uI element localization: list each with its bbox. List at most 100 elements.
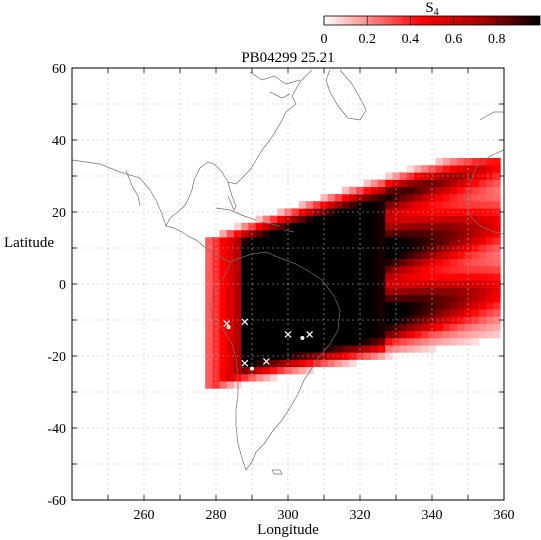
heat-cell: [313, 359, 321, 368]
heat-cell: [327, 359, 336, 368]
heat-cell: [442, 323, 451, 332]
heat-cell: [320, 287, 328, 296]
heat-cell: [356, 338, 364, 346]
heat-cell: [450, 186, 458, 195]
heat-cell: [493, 273, 501, 281]
heat-cell: [486, 230, 494, 238]
heat-cell: [255, 215, 264, 224]
heat-cell: [327, 215, 336, 224]
heat-cell: [435, 309, 444, 317]
heat-cell: [306, 266, 314, 274]
heat-cell: [212, 309, 220, 317]
heat-cell: [320, 309, 328, 317]
heat-cell: [313, 316, 321, 324]
heat-cell: [406, 165, 415, 173]
heat-cell: [406, 258, 415, 267]
heat-cell: [478, 309, 487, 317]
heat-cell: [493, 237, 501, 245]
heat-cell: [464, 302, 472, 310]
heat-cell: [313, 287, 321, 296]
heat-cell: [435, 179, 444, 188]
heat-cell: [327, 352, 336, 360]
heat-cell: [327, 208, 336, 216]
heat-cell: [378, 287, 386, 296]
heat-cell: [219, 251, 228, 260]
heat-cell: [255, 366, 264, 375]
heat-cell: [342, 201, 350, 209]
heat-cell: [421, 273, 429, 281]
heat-cell: [486, 316, 494, 324]
heat-cell: [327, 194, 336, 202]
heat-cell: [399, 273, 408, 281]
heat-cell: [392, 287, 400, 296]
heat-cell: [421, 323, 429, 332]
heat-cell: [421, 230, 429, 238]
heat-cell: [234, 230, 242, 238]
heat-cell: [378, 222, 386, 231]
heat-cell: [298, 215, 307, 224]
heat-cell: [262, 251, 271, 260]
heat-cell: [320, 222, 328, 231]
heat-cell: [241, 345, 249, 353]
heat-cell: [284, 287, 292, 296]
heat-cell: [363, 230, 372, 238]
heat-cell: [291, 244, 300, 252]
heat-cell: [277, 352, 285, 360]
heat-cell: [277, 215, 285, 224]
heat-cell: [262, 244, 271, 252]
heat-cell: [442, 222, 451, 231]
heat-cell: [262, 222, 271, 231]
axes: 260 280 300 320 340 360 -60 -40 -20 0 20 40 60: [47, 62, 514, 523]
heat-cell: [370, 194, 379, 202]
heat-cell: [342, 280, 350, 288]
heat-cell: [226, 309, 235, 317]
heat-cell: [421, 258, 429, 267]
heat-cell: [406, 186, 415, 195]
heat-cell: [320, 323, 328, 332]
heat-cell: [414, 330, 422, 339]
heat-cell: [486, 323, 494, 332]
heat-cell: [298, 287, 307, 296]
heat-cell: [392, 172, 400, 180]
heat-cell: [370, 222, 379, 231]
heat-cell: [356, 186, 364, 195]
heat-cell: [406, 309, 415, 317]
heat-cell: [421, 294, 429, 303]
heat-cell: [406, 338, 415, 346]
heat-cell: [306, 237, 314, 245]
heat-cell: [248, 287, 256, 296]
heat-cell: [486, 302, 494, 310]
heat-cell: [486, 179, 494, 188]
heat-cell: [471, 186, 480, 195]
heat-cell: [363, 266, 372, 274]
heat-cell: [378, 251, 386, 260]
heat-cell: [349, 215, 357, 224]
colorbar-tick-label: 0.2: [358, 32, 376, 47]
heat-cell: [342, 186, 350, 195]
heat-cell: [471, 179, 480, 188]
heat-cell: [471, 323, 480, 332]
heat-cell: [457, 316, 465, 324]
heat-cell: [262, 258, 271, 267]
heat-cell: [327, 287, 336, 296]
heat-cell: [471, 158, 480, 166]
heat-cell: [205, 251, 213, 260]
heat-cell: [450, 194, 458, 202]
heat-cell: [421, 287, 429, 296]
heat-cell: [298, 302, 307, 310]
heat-cell: [486, 201, 494, 209]
heat-cell: [349, 338, 357, 346]
heat-cell: [493, 280, 501, 288]
heat-cell: [363, 222, 372, 231]
heat-cell: [428, 309, 436, 317]
heat-cell: [212, 323, 220, 332]
heat-cell: [478, 287, 487, 296]
heat-cell: [212, 316, 220, 324]
heat-cell: [392, 222, 400, 231]
heat-cell: [370, 338, 379, 346]
heat-cell: [457, 330, 465, 339]
heat-cell: [349, 230, 357, 238]
heat-cell: [298, 294, 307, 303]
heat-cell: [306, 280, 314, 288]
